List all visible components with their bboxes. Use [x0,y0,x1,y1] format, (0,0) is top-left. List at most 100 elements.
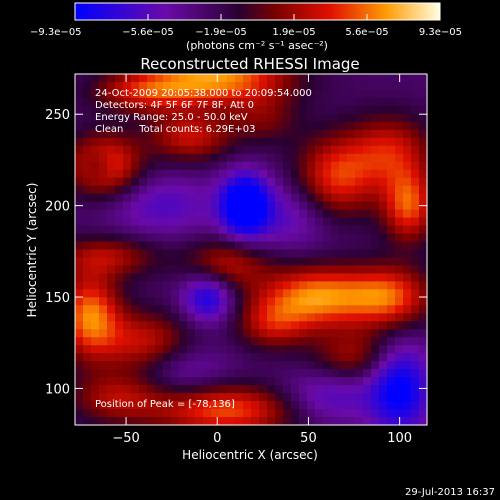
heatmap-cell [251,233,260,243]
heatmap-cell [203,305,212,314]
heatmap-cell [91,393,100,402]
heatmap-cell [411,185,420,195]
heatmap-cell [323,385,332,394]
heatmap-cell [163,233,172,243]
heatmap-cell [163,377,172,386]
heatmap-cell [227,249,236,259]
heatmap-cell [403,289,412,298]
heatmap-cell [235,353,244,362]
heatmap-cell [91,169,100,179]
heatmap-cell [75,209,84,219]
heatmap-cell [331,329,340,338]
heatmap-cell [163,201,172,211]
heatmap-cell [379,353,388,362]
heatmap-cell [107,369,116,378]
heatmap-cell [91,161,100,171]
heatmap-cell [275,193,284,203]
heatmap-cell [267,393,276,402]
heatmap-cell [411,321,420,330]
heatmap-cell [331,89,340,99]
heatmap-cell [363,305,372,314]
heatmap-cell [347,177,356,187]
heatmap-cell [331,113,340,123]
heatmap-cell [227,281,236,290]
heatmap-cell [83,105,92,115]
heatmap-cell [163,153,172,163]
heatmap-cell [355,193,364,203]
heatmap-cell [179,273,188,283]
heatmap-cell [307,353,316,362]
heatmap-cell [363,345,372,354]
heatmap-cell [83,233,92,243]
heatmap-cell [235,81,244,91]
heatmap-cell [331,361,340,370]
heatmap-cell [147,313,156,322]
heatmap-cell [219,257,228,267]
heatmap-cell [187,185,196,195]
heatmap-cell [267,89,276,99]
heatmap-cell [251,209,260,219]
y-axis-label: Heliocentric Y (arcsec) [25,183,39,318]
heatmap-cell [195,81,204,91]
heatmap-cell [203,297,212,306]
heatmap-cell [203,369,212,378]
heatmap-cell [227,177,236,187]
heatmap-cell [315,393,324,402]
heatmap-cell [315,377,324,386]
heatmap-cell [403,193,412,203]
heatmap-cell [387,369,396,378]
heatmap-cell [387,377,396,386]
heatmap-cell [387,281,396,290]
heatmap-cell [195,89,204,99]
heatmap-cell [291,305,300,314]
heatmap-cell [227,74,236,83]
heatmap-cell [219,169,228,179]
heatmap-cell [411,153,420,163]
heatmap-cell [291,74,300,83]
heatmap-cell [323,97,332,107]
heatmap-cell [267,209,276,219]
heatmap-cell [211,193,220,203]
heatmap-cell [411,345,420,354]
heatmap-cell [379,209,388,219]
heatmap-cell [347,273,356,283]
heatmap-cell [227,393,236,402]
heatmap-cell [251,89,260,99]
heatmap-cell [139,233,148,243]
heatmap-cell [131,329,140,338]
heatmap-cell [243,393,252,402]
heatmap-cell [235,177,244,187]
heatmap-cell [307,89,316,99]
heatmap-cell [363,225,372,235]
heatmap-cell [355,105,364,115]
heatmap-cell [363,257,372,267]
heatmap-cell [187,201,196,211]
heatmap-cell [91,249,100,259]
heatmap-cell [203,185,212,195]
heatmap-cell [331,169,340,179]
heatmap-cell [339,89,348,99]
heatmap-cell [131,353,140,362]
heatmap-cell [339,81,348,91]
heatmap-cell [267,185,276,195]
heatmap-cell [331,249,340,259]
heatmap-cell [187,241,196,251]
heatmap-cell [403,265,412,275]
heatmap-cell [131,313,140,322]
heatmap-cell [203,169,212,179]
heatmap-cell [219,289,228,298]
heatmap-cell [243,305,252,314]
heatmap-cell [179,281,188,290]
heatmap-cell [75,353,84,362]
heatmap-cell [363,385,372,394]
heatmap-cell [411,129,420,139]
heatmap-cell [107,161,116,171]
heatmap-cell [147,145,156,155]
heatmap-cell [347,97,356,107]
heatmap-cell [227,81,236,91]
heatmap-cell [291,385,300,394]
heatmap-cell [419,281,428,290]
heatmap-cell [315,209,324,219]
heatmap-cell [259,305,268,314]
heatmap-cell [259,201,268,211]
